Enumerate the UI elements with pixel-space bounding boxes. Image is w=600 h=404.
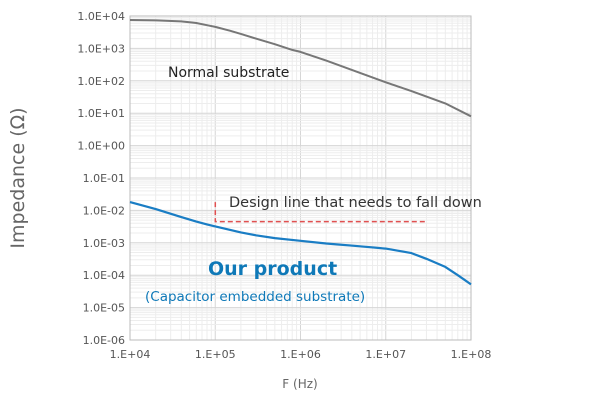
design-line <box>214 202 427 223</box>
y-tick-label: 1.0E-05 <box>83 302 125 315</box>
x-tick-label: 1.E+07 <box>365 348 406 361</box>
tick-layer: 1.E+04 1.E+05 1.E+06 1.E+07 1.E+08 1.0E+04 1.0… <box>77 10 491 361</box>
x-axis-title: F (Hz) <box>282 377 317 391</box>
y-axis-title: Impedance (Ω) <box>7 107 29 248</box>
y-tick-label: 1.0E-01 <box>83 172 125 185</box>
y-tick-label: 1.0E-04 <box>83 269 125 282</box>
y-tick-label: 1.0E+02 <box>77 75 125 88</box>
x-tick-label: 1.E+04 <box>110 348 151 361</box>
our-product-label: Our product <box>208 258 337 280</box>
our-product-sub-label: (Capacitor embedded substrate) <box>145 289 365 305</box>
y-tick-label: 1.0E-06 <box>83 334 125 347</box>
y-tick-label: 1.0E-03 <box>83 237 125 250</box>
x-tick-label: 1.E+05 <box>195 348 236 361</box>
plot-frame <box>129 15 472 341</box>
y-tick-label: 1.0E-02 <box>83 204 125 217</box>
series-layer <box>129 19 472 286</box>
x-tick-label: 1.E+08 <box>451 348 492 361</box>
y-tick-label: 1.0E+03 <box>77 42 125 55</box>
y-tick-label: 1.0E+04 <box>77 10 125 23</box>
design-line-label: Design line that needs to fall down <box>229 195 482 211</box>
normal-substrate-line <box>129 19 472 118</box>
y-tick-label: 1.0E+01 <box>77 107 125 120</box>
our-product-line <box>129 201 472 286</box>
normal-substrate-label: Normal substrate <box>168 65 289 81</box>
x-tick-label: 1.E+06 <box>280 348 321 361</box>
y-tick-label: 1.0E+00 <box>77 140 125 153</box>
